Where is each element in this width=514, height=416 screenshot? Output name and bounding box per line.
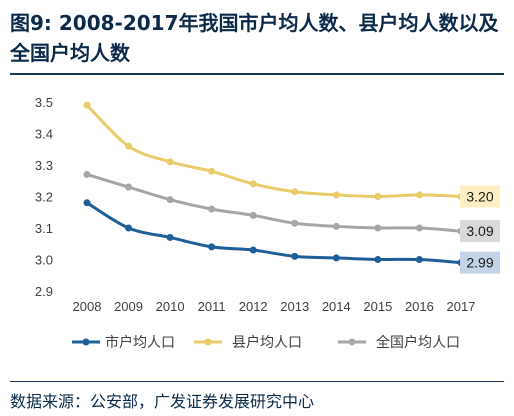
data-point-0 bbox=[415, 256, 423, 263]
x-tick-label: 2015 bbox=[363, 299, 392, 314]
data-point-2 bbox=[249, 211, 257, 219]
data-point-2 bbox=[166, 196, 174, 204]
y-tick-label: 3.1 bbox=[35, 221, 53, 236]
data-point-1 bbox=[83, 101, 91, 109]
footer-divider bbox=[10, 381, 504, 382]
x-tick-label: 2014 bbox=[322, 299, 351, 314]
data-point-0 bbox=[249, 246, 257, 254]
end-value-label: 2.99 bbox=[466, 255, 493, 271]
legend-label: 县户均人口 bbox=[232, 334, 302, 351]
data-point-1 bbox=[249, 180, 257, 188]
data-point-1 bbox=[415, 191, 423, 199]
end-label-box-2 bbox=[460, 220, 500, 243]
y-tick-label: 3.0 bbox=[35, 253, 53, 268]
legend-marker-1 bbox=[204, 338, 212, 346]
data-point-0 bbox=[83, 199, 91, 207]
x-tick-label: 2011 bbox=[198, 299, 226, 314]
series-line-1 bbox=[85, 104, 462, 199]
x-tick-label: 2009 bbox=[114, 299, 143, 314]
x-tick-label: 2016 bbox=[405, 299, 434, 314]
y-tick-label: 3.4 bbox=[35, 127, 53, 142]
data-point-0 bbox=[374, 256, 382, 263]
x-tick-label: 2010 bbox=[156, 299, 185, 314]
series-line-2 bbox=[86, 173, 462, 233]
data-point-1 bbox=[374, 193, 382, 200]
x-tick-label: 2012 bbox=[239, 299, 268, 314]
data-point-1 bbox=[208, 167, 216, 175]
x-tick-label: 2008 bbox=[73, 299, 102, 314]
end-value-label: 3.09 bbox=[466, 223, 493, 239]
source-note: 数据来源：公安部，广发证券发展研究中心 bbox=[10, 392, 315, 411]
series-line-0 bbox=[86, 201, 462, 265]
data-point-2 bbox=[125, 183, 133, 191]
data-point-0 bbox=[291, 252, 299, 260]
data-point-0 bbox=[208, 243, 216, 251]
title-divider bbox=[10, 73, 504, 75]
x-tick-label: 2017 bbox=[446, 299, 475, 314]
data-point-1 bbox=[166, 158, 174, 166]
data-point-1 bbox=[332, 191, 340, 199]
legend-marker-0 bbox=[82, 338, 90, 346]
data-point-2 bbox=[374, 224, 382, 232]
data-point-1 bbox=[291, 188, 299, 196]
data-point-2 bbox=[208, 205, 216, 213]
legend-label: 全国户均人口 bbox=[376, 334, 460, 351]
x-tick-label: 2013 bbox=[280, 299, 309, 314]
y-tick-label: 3.2 bbox=[35, 190, 53, 205]
y-tick-label: 3.3 bbox=[35, 158, 53, 173]
data-point-2 bbox=[291, 219, 299, 227]
chart-title: 图9: 2008-2017年我国市户均人数、县户均人数以及全国户均人数 bbox=[10, 11, 499, 65]
end-label-box-0 bbox=[460, 251, 500, 274]
y-tick-label: 2.9 bbox=[35, 284, 53, 299]
legend-label: 市户均人口 bbox=[105, 334, 175, 351]
data-point-0 bbox=[332, 254, 340, 262]
data-point-0 bbox=[166, 233, 174, 241]
end-value-label: 3.20 bbox=[466, 189, 493, 205]
legend-marker-2 bbox=[348, 338, 356, 346]
y-tick-label: 3.5 bbox=[35, 95, 53, 110]
data-point-2 bbox=[415, 224, 423, 232]
data-point-1 bbox=[125, 142, 133, 150]
data-point-0 bbox=[125, 224, 133, 232]
end-label-box-1 bbox=[460, 185, 500, 208]
data-point-2 bbox=[332, 222, 340, 230]
data-point-2 bbox=[83, 170, 91, 178]
